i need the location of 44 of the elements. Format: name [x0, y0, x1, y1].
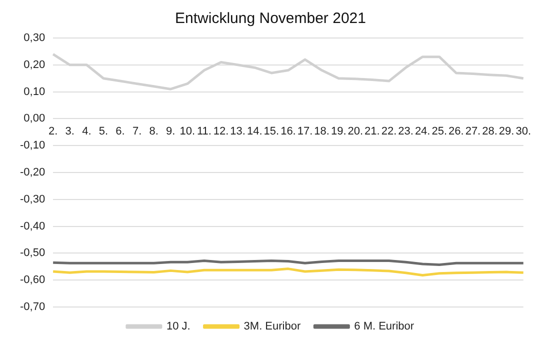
- x-tick-label: 21.: [364, 125, 380, 138]
- x-tick-label: 26.: [448, 125, 464, 138]
- x-tick-label: 11.: [196, 125, 212, 138]
- x-tick-label: 12.: [213, 125, 229, 138]
- legend-label: 6 M. Euribor: [354, 320, 414, 333]
- x-tick-label: 8.: [149, 125, 158, 138]
- legend-label: 3M. Euribor: [244, 320, 301, 333]
- y-tick-label: 0,10: [24, 86, 46, 98]
- x-tick-label: 9.: [166, 125, 176, 138]
- x-tick-label: 18.: [314, 125, 330, 138]
- x-tick-label: 10.: [180, 125, 196, 138]
- x-tick-label: 23.: [398, 125, 414, 138]
- y-tick-label: -0,50: [20, 247, 46, 260]
- x-tick-label: 13.: [230, 125, 246, 138]
- x-tick-label: 17.: [297, 125, 313, 138]
- y-tick-label: -0,10: [20, 140, 46, 152]
- y-tick-label: 0,20: [24, 58, 46, 71]
- x-tick-label: 5.: [98, 125, 108, 138]
- y-tick-label: -0,20: [20, 166, 46, 179]
- x-tick-label: 16.: [280, 125, 296, 138]
- x-tick-label: 4.: [82, 125, 92, 138]
- legend-label: 10 J.: [166, 320, 190, 333]
- y-tick-label: -0,60: [20, 274, 46, 286]
- y-tick-label: -0,30: [20, 193, 46, 206]
- y-tick-label: -0,70: [20, 301, 46, 314]
- x-tick-label: 6.: [116, 125, 125, 138]
- y-tick-label: 0,00: [24, 112, 46, 125]
- x-tick-label: 14.: [246, 125, 262, 138]
- x-tick-label: 2.: [48, 125, 58, 138]
- x-tick-label: 19.: [330, 125, 346, 138]
- x-tick-label: 15.: [264, 125, 280, 138]
- x-tick-label: 29.: [498, 125, 514, 138]
- y-tick-label: 0,30: [24, 32, 46, 44]
- chart-title: Entwicklung November 2021: [175, 10, 366, 28]
- x-tick-label: 25.: [432, 125, 448, 138]
- x-tick-label: 27.: [465, 125, 481, 138]
- x-tick-label: 7.: [132, 125, 142, 138]
- x-tick-label: 20.: [348, 125, 364, 138]
- x-tick-label: 24.: [414, 125, 430, 138]
- x-tick-label: 22.: [381, 125, 397, 138]
- x-tick-label: 30.: [516, 125, 532, 138]
- x-tick-label: 28.: [482, 125, 498, 138]
- x-tick-label: 3.: [65, 125, 74, 138]
- y-tick-label: -0,40: [20, 220, 46, 232]
